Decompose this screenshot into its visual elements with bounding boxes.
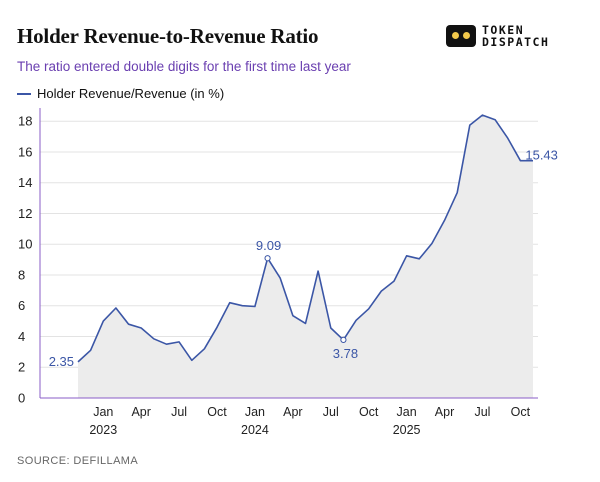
logo-line-2: DISPATCH xyxy=(482,35,550,49)
x-tick-label: Jul xyxy=(474,405,490,419)
x-year-label: 2024 xyxy=(241,423,269,437)
x-year-label: 2025 xyxy=(393,423,421,437)
y-tick-label: 0 xyxy=(18,391,25,406)
x-tick-label: Oct xyxy=(359,405,379,419)
series-line xyxy=(77,114,533,363)
logo-wordmark: TOKEN DISPATCH xyxy=(482,24,549,48)
area-fill xyxy=(78,115,533,398)
y-tick-label: 4 xyxy=(18,329,25,344)
data-label: 9.09 xyxy=(256,238,281,253)
x-tick-label: Apr xyxy=(283,405,302,419)
logo-glasses-icon xyxy=(446,25,476,47)
x-tick-label: Jan xyxy=(93,405,113,419)
x-tick-label: Jul xyxy=(171,405,187,419)
y-tick-label: 18 xyxy=(18,114,32,129)
y-tick-label: 10 xyxy=(18,237,32,252)
x-tick-label: Oct xyxy=(511,405,531,419)
annotation-marker xyxy=(340,336,347,343)
x-year-label: 2023 xyxy=(89,423,117,437)
token-dispatch-logo: TOKEN DISPATCH xyxy=(446,24,549,48)
logo-line-1: TOKEN xyxy=(482,23,525,37)
y-tick-label: 6 xyxy=(18,298,25,313)
y-tick-label: 12 xyxy=(18,206,32,221)
data-label: 2.35 xyxy=(49,354,74,369)
x-tick-label: Oct xyxy=(207,405,227,419)
legend-label: Holder Revenue/Revenue (in %) xyxy=(37,86,225,101)
x-tick-label: Apr xyxy=(131,405,150,419)
chart-subtitle: The ratio entered double digits for the … xyxy=(17,59,351,74)
annotation-marker xyxy=(264,255,271,262)
data-label: 3.78 xyxy=(333,346,358,361)
x-tick-label: Jul xyxy=(323,405,339,419)
source-note: SOURCE: DEFILLAMA xyxy=(17,455,139,467)
legend: Holder Revenue/Revenue (in %) xyxy=(17,86,224,101)
legend-line-swatch xyxy=(17,92,31,95)
x-tick-label: Jan xyxy=(397,405,417,419)
y-tick-label: 8 xyxy=(18,267,25,282)
chart-title: Holder Revenue-to-Revenue Ratio xyxy=(17,24,319,48)
data-label: 15.43 xyxy=(525,148,558,163)
y-tick-label: 16 xyxy=(18,144,32,159)
x-tick-label: Apr xyxy=(435,405,454,419)
x-tick-label: Jan xyxy=(245,405,265,419)
y-tick-label: 14 xyxy=(18,175,32,190)
y-tick-label: 2 xyxy=(18,360,25,375)
